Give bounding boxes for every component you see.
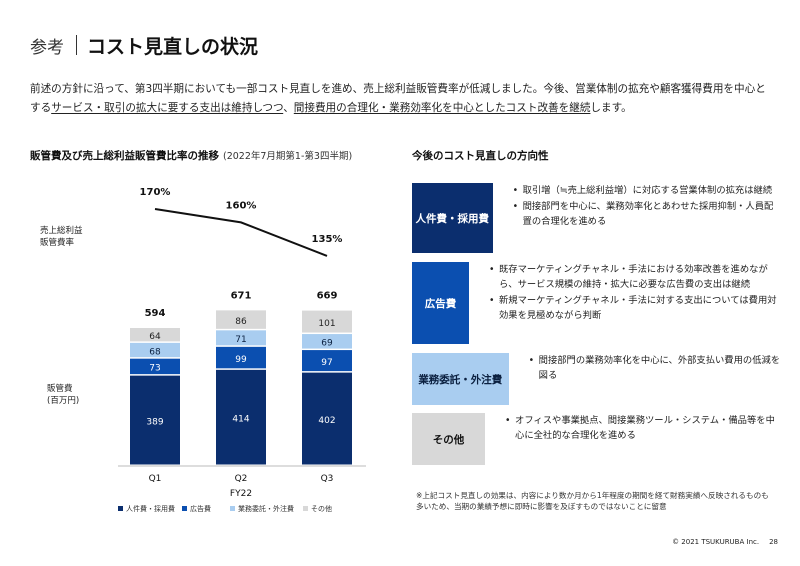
description-text: 前述の方針に沿って、第3四半期においても一部コスト見直しを進め、売上総利益販管費… xyxy=(30,83,766,114)
direction-bullet: 取引増（≒売上総利益増）に対応する営業体制の拡充は継続 xyxy=(513,183,782,198)
legend-label: 業務委託・外注費 xyxy=(238,504,294,513)
legend-label: その他 xyxy=(311,504,332,513)
direction-bullet: 間接部門の業務効率化を中心に、外部支払い費用の低減を図る xyxy=(529,353,782,383)
chart-title-text: 販管費及び売上総利益販管費比率の推移 xyxy=(30,150,219,162)
direction-label: 広告費 xyxy=(412,262,469,344)
bar-value-label: 402 xyxy=(318,416,335,426)
ratio-label: 135% xyxy=(312,234,343,245)
legend-swatch xyxy=(230,506,235,511)
bar-segment xyxy=(302,350,352,372)
bar-segment xyxy=(302,310,352,333)
title-divider xyxy=(76,35,77,55)
bar-segment xyxy=(130,328,180,342)
footnote: ※上記コスト見直しの効果は、内容により数か月から1年程度の期間を経て財務実績へ反… xyxy=(416,491,769,511)
direction-bullets: 間接部門の業務効率化を中心に、外部支払い費用の低減を図る xyxy=(509,353,782,405)
directions-title: 今後のコスト見直しの方向性 xyxy=(412,150,549,162)
description-text: 、 xyxy=(283,102,294,114)
legend-swatch xyxy=(303,506,308,511)
bar-segment xyxy=(216,330,266,346)
bar-segment xyxy=(130,358,180,375)
ratio-axis-label: 売上総利益 販管費率 xyxy=(40,226,83,248)
copyright: © 2021 TSUKURUBA Inc. xyxy=(672,538,760,546)
bar-segment xyxy=(130,342,180,358)
title-prefix: 参考 xyxy=(30,37,64,58)
bar-total-label: 671 xyxy=(231,290,252,301)
legend-swatch xyxy=(182,506,187,511)
description-underline-1: サービス・取引の拡大に要する支出は維持しつつ xyxy=(51,102,284,114)
x-tick-label: Q1 xyxy=(149,474,162,484)
direction-label: 人件費・採用費 xyxy=(412,183,493,253)
bar-value-label: 97 xyxy=(321,358,332,368)
direction-bullets: 取引増（≒売上総利益増）に対応する営業体制の拡充は継続 間接部門を中心に、業務効… xyxy=(493,183,782,253)
page-title: 参考 コスト見直しの状況 xyxy=(30,30,258,60)
direction-label: その他 xyxy=(412,413,486,465)
ratio-label: 170% xyxy=(140,187,171,198)
direction-row-advertising: 広告費 既存マーケティングチャネル・手法における効率改善を進めながら、サービス規… xyxy=(412,262,782,344)
description-text: します。 xyxy=(590,102,632,114)
direction-bullet: オフィスや事業拠点、間接業務ツール・システム・備品等を中心に全社的な合理化を進め… xyxy=(505,413,782,443)
bar-value-label: 86 xyxy=(235,317,247,327)
bar-value-label: 389 xyxy=(146,417,163,427)
bar-value-label: 414 xyxy=(232,414,249,424)
direction-row-outsourcing: 業務委託・外注費 間接部門の業務効率化を中心に、外部支払い費用の低減を図る xyxy=(412,353,782,405)
description: 前述の方針に沿って、第3四半期においても一部コスト見直しを進め、売上総利益販管費… xyxy=(30,80,775,118)
title-main: コスト見直しの状況 xyxy=(87,35,259,58)
bar-segment xyxy=(302,372,352,465)
direction-label: 業務委託・外注費 xyxy=(412,353,509,405)
bar-segment xyxy=(216,346,266,369)
bar-value-label: 68 xyxy=(149,347,161,357)
legend-label: 広告費 xyxy=(190,504,211,513)
x-axis-title: FY22 xyxy=(230,489,252,499)
ratio-label: 160% xyxy=(226,200,257,211)
bar-value-label: 71 xyxy=(235,335,246,345)
direction-bullets: オフィスや事業拠点、間接業務ツール・システム・備品等を中心に全社的な合理化を進め… xyxy=(485,413,782,465)
legend-label: 人件費・採用費 xyxy=(126,504,175,513)
direction-row-other: その他 オフィスや事業拠点、間接業務ツール・システム・備品等を中心に全社的な合理… xyxy=(412,413,782,465)
bar-value-label: 69 xyxy=(321,339,333,349)
bar-segment xyxy=(216,369,266,465)
legend-swatch xyxy=(118,506,123,511)
description-underline-2: 間接費用の合理化・業務効率化を中心としたコスト改善を継続 xyxy=(293,102,591,114)
bar-segment xyxy=(216,310,266,329)
bar-value-label: 64 xyxy=(149,332,161,342)
direction-bullet: 間接部門を中心に、業務効率化とあわせた採用抑制・人員配置の合理化を進める xyxy=(513,199,782,229)
bar-segment xyxy=(302,334,352,349)
sga-axis-label: 販管費 (百万円) xyxy=(47,384,80,406)
bar-total-label: 594 xyxy=(145,308,166,319)
direction-row-personnel: 人件費・採用費 取引増（≒売上総利益増）に対応する営業体制の拡充は継続 間接部門… xyxy=(412,183,782,253)
bar-value-label: 99 xyxy=(235,355,247,365)
direction-bullet: 新規マーケティングチャネル・手法に対する支出については費用対効果を見極めながら判… xyxy=(489,293,782,323)
chart-title: 販管費及び売上総利益販管費比率の推移 (2022年7月期第1-第3四半期) xyxy=(30,148,352,163)
x-tick-label: Q2 xyxy=(235,474,248,484)
bar-total-label: 669 xyxy=(317,291,338,302)
bar-value-label: 73 xyxy=(149,364,160,374)
bar-value-label: 101 xyxy=(318,319,335,329)
ratio-line xyxy=(154,208,328,257)
direction-bullets: 既存マーケティングチャネル・手法における効率改善を進めながら、サービス規模の維持… xyxy=(469,262,782,344)
chart-subtitle: (2022年7月期第1-第3四半期) xyxy=(223,151,353,162)
x-tick-label: Q3 xyxy=(321,474,334,484)
bar-segment xyxy=(130,375,180,465)
page-number: 28 xyxy=(769,538,778,546)
footer: © 2021 TSUKURUBA Inc. 28 xyxy=(672,538,778,546)
direction-bullet: 既存マーケティングチャネル・手法における効率改善を進めながら、サービス規模の維持… xyxy=(489,262,782,292)
